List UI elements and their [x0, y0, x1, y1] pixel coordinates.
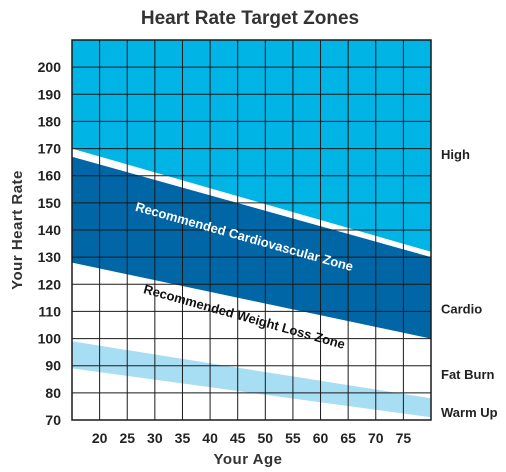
y-tick-label: 180: [38, 113, 62, 129]
x-tick-label: 35: [175, 430, 191, 446]
y-tick-label: 90: [45, 358, 61, 374]
y-axis-label: Your Heart Rate: [9, 170, 26, 290]
x-axis-label: Your Age: [213, 451, 282, 468]
x-tick-label: 30: [147, 430, 163, 446]
x-tick-label: 70: [368, 430, 384, 446]
chart-title: Heart Rate Target Zones: [141, 8, 359, 29]
y-tick-label: 170: [38, 141, 62, 157]
y-tick-label: 80: [45, 385, 61, 401]
y-tick-label: 140: [38, 222, 62, 238]
side-label-fat-burn: Fat Burn: [441, 367, 495, 382]
side-label-warm-up: Warm Up: [441, 405, 498, 420]
side-label-cardio: Cardio: [441, 302, 482, 317]
x-tick-label: 20: [92, 430, 108, 446]
y-tick-label: 120: [38, 276, 62, 292]
y-tick-label: 110: [38, 303, 61, 319]
zone-fat-burn-band: [72, 341, 431, 418]
x-tick-label: 55: [285, 430, 301, 446]
y-tick-label: 100: [38, 331, 62, 347]
zone-high-area: [72, 40, 431, 252]
zone-cardio-area: [72, 156, 431, 339]
y-tick-label: 130: [38, 249, 62, 265]
x-axis-ticks: 20 25 30 35 40 45 50 55 60 65 70 75: [92, 430, 412, 446]
y-axis-ticks: 70 80 90 100 110 120 130 140 150 160 170 180 190 200: [38, 59, 62, 428]
y-tick-label: 200: [38, 59, 62, 75]
x-tick-label: 45: [230, 430, 246, 446]
x-tick-label: 25: [119, 430, 135, 446]
y-tick-label: 190: [38, 86, 62, 102]
x-tick-label: 75: [396, 430, 412, 446]
y-tick-label: 150: [38, 195, 62, 211]
x-tick-label: 65: [340, 430, 356, 446]
x-tick-label: 50: [258, 430, 274, 446]
x-tick-label: 60: [313, 430, 329, 446]
y-tick-label: 70: [45, 412, 61, 428]
x-tick-label: 40: [202, 430, 218, 446]
plot-area: [71, 39, 432, 421]
grid-lines: [72, 40, 431, 420]
plot-frame: [71, 39, 432, 421]
y-tick-label: 160: [38, 168, 62, 184]
side-label-high: High: [441, 147, 470, 162]
